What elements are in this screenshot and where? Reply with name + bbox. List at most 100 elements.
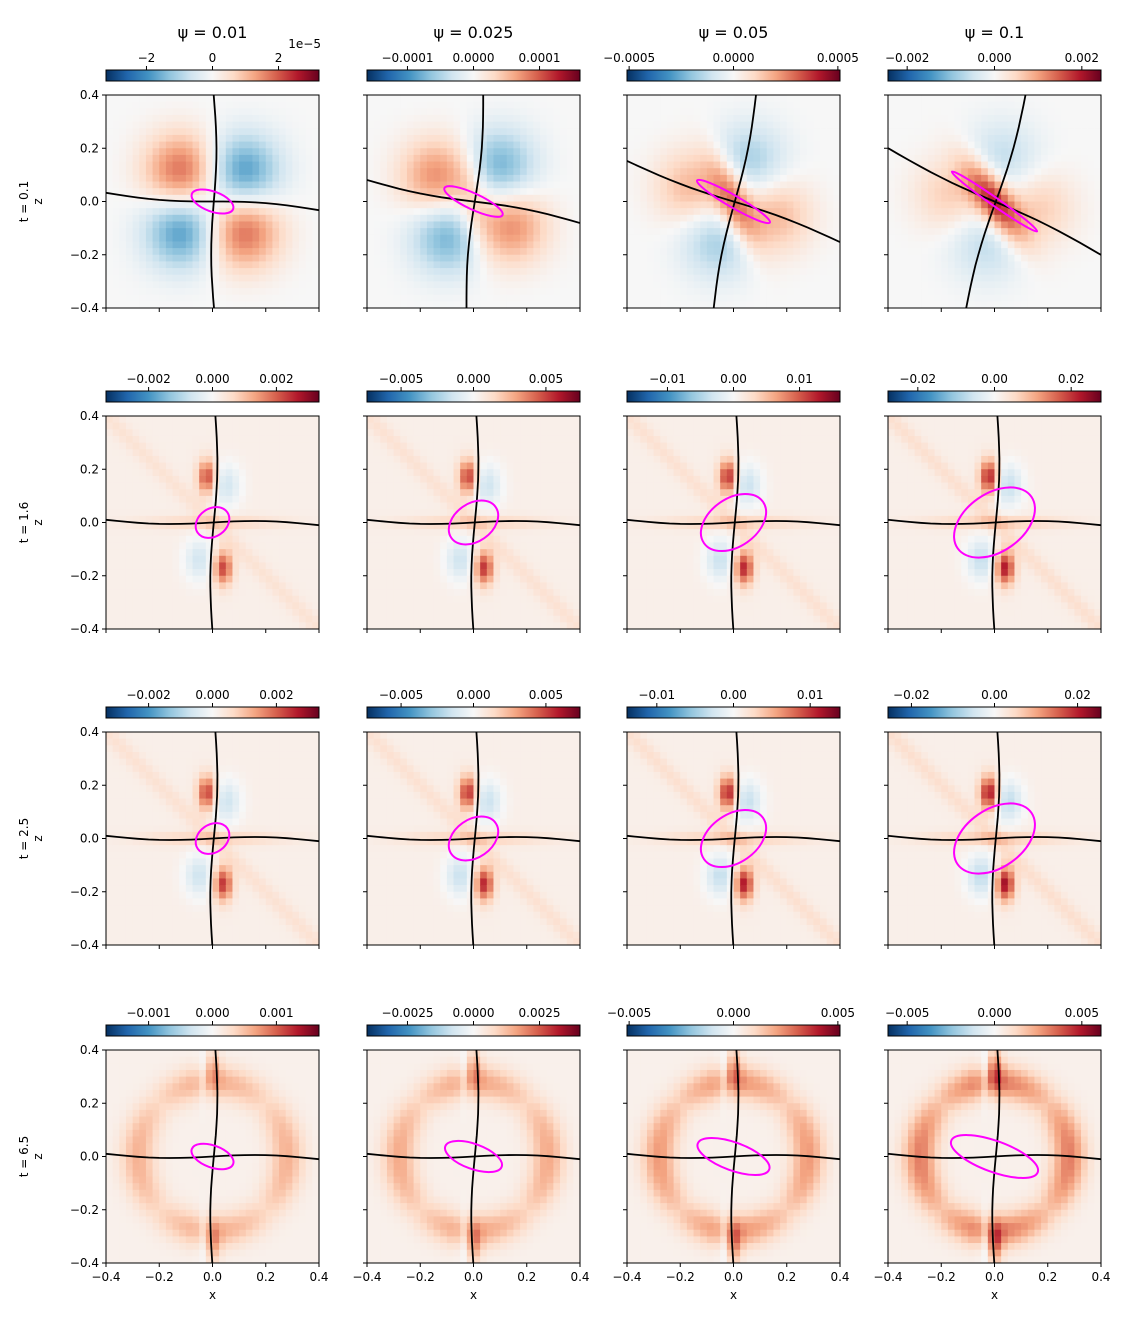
heatmap-cell [693, 161, 701, 169]
heatmap-cell [239, 301, 247, 308]
heatmap-cell [1041, 114, 1049, 123]
heatmap-cell [259, 495, 267, 504]
heatmap-cell [453, 248, 461, 256]
heatmap-cell [1001, 274, 1009, 282]
heatmap-cell [1047, 168, 1056, 176]
heatmap-cell [119, 549, 127, 557]
heatmap-cell [806, 261, 814, 269]
heatmap-cell [165, 108, 174, 116]
heatmap-cell [1014, 168, 1022, 176]
heatmap-cell [252, 442, 260, 450]
heatmap-cell [820, 95, 828, 103]
heatmap-cell [901, 161, 909, 169]
heatmap-cell [994, 201, 1002, 209]
heatmap-cell [1061, 141, 1069, 149]
heatmap-cell [219, 95, 227, 103]
heatmap-cell [185, 502, 194, 510]
heatmap-cell [786, 288, 795, 296]
heatmap-cell [265, 254, 274, 263]
heatmap-cell [239, 589, 247, 597]
heatmap-cell [125, 101, 134, 109]
heatmap-cell [106, 429, 114, 437]
heatmap-cell [112, 95, 120, 103]
separatrix-vertical [210, 95, 218, 308]
heatmap-cell [252, 228, 260, 236]
heatmap-cell [426, 274, 435, 282]
heatmap-cell [205, 261, 214, 269]
heatmap-cell [640, 214, 648, 223]
heatmap-cell [533, 248, 541, 256]
heatmap-cell [192, 589, 200, 597]
heatmap-cell [172, 294, 180, 302]
heatmap-cell [112, 114, 120, 123]
heatmap-cell [145, 455, 154, 464]
heatmap-cell [1034, 161, 1042, 169]
heatmap-cell [520, 101, 528, 109]
heatmap-cell [367, 234, 375, 243]
heatmap-cell [232, 482, 240, 490]
heatmap-cell [1021, 188, 1029, 196]
heatmap-cell [152, 134, 160, 143]
heatmap-cell [573, 241, 580, 249]
heatmap-cell [1021, 294, 1029, 302]
heatmap-cell [265, 288, 274, 296]
heatmap-cell [179, 221, 187, 229]
heatmap-cell [740, 288, 748, 296]
heatmap-cell [367, 148, 375, 156]
heatmap-cell [159, 475, 167, 484]
heatmap-cell [573, 254, 580, 263]
heatmap-cell [119, 274, 127, 282]
heatmap-cell [526, 254, 535, 263]
heatmap-cell [1074, 221, 1082, 229]
heatmap-cell [272, 194, 280, 203]
heatmap-cell [1014, 234, 1022, 243]
heatmap-cell [106, 442, 114, 450]
heatmap-cell [921, 274, 929, 282]
heatmap-cell [299, 194, 307, 203]
heatmap-cell [546, 208, 554, 216]
heatmap-cell [1054, 95, 1062, 103]
heatmap-cell [733, 234, 741, 243]
heatmap-cell [546, 108, 554, 116]
heatmap-cell [888, 268, 896, 276]
heatmap-cell [279, 108, 287, 116]
heatmap-cell [239, 609, 247, 617]
heatmap-cell [1054, 181, 1062, 189]
heatmap-cell [540, 108, 548, 116]
heatmap-cell [393, 254, 401, 263]
heatmap-cell [106, 502, 114, 510]
heatmap-cell [285, 254, 293, 263]
heatmap-cell [947, 161, 956, 169]
heatmap-cell [733, 248, 741, 256]
heatmap-cell [546, 241, 554, 249]
heatmap-cell [165, 201, 174, 209]
heatmap-cell [367, 188, 375, 196]
heatmap-cell [185, 234, 194, 243]
heatmap-cell [680, 174, 688, 183]
heatmap-cell [786, 141, 795, 149]
colorbar [887, 69, 1102, 82]
heatmap-cell [640, 248, 648, 256]
heatmap-cell [526, 161, 535, 169]
heatmap-cell [666, 128, 675, 136]
heatmap-cell [513, 181, 521, 189]
heatmap-cell [653, 134, 661, 143]
heatmap-cell [440, 101, 448, 109]
heatmap-cell [941, 208, 949, 216]
heatmap-cell [888, 194, 896, 203]
heatmap-cell [901, 241, 909, 249]
heatmap-cell [680, 288, 688, 296]
heatmap-cell [1034, 168, 1042, 176]
heatmap-cell [726, 161, 735, 169]
heatmap-cell [152, 522, 160, 530]
heatmap-cell [520, 274, 528, 282]
heatmap-cell [974, 141, 982, 149]
heatmap-cell [446, 228, 455, 236]
heatmap-cell [746, 101, 755, 109]
heatmap-cell [1014, 281, 1022, 289]
heatmap-cell [520, 241, 528, 249]
heatmap-cell [393, 221, 401, 229]
heatmap-cell [239, 595, 247, 603]
heatmap-cell [680, 194, 688, 203]
heatmap-cell [1054, 294, 1062, 302]
